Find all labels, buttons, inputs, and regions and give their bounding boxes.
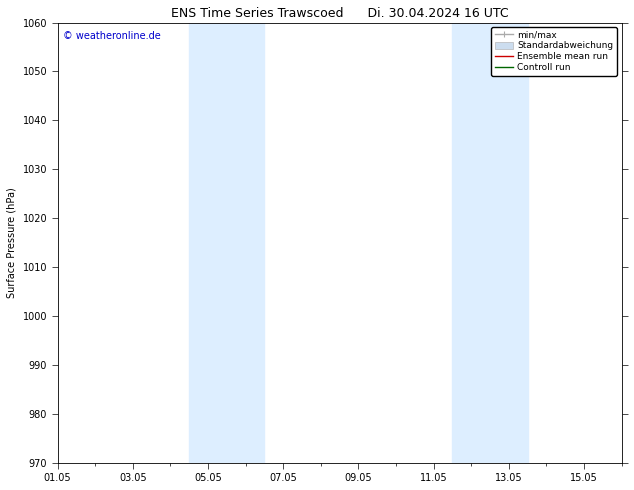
Text: © weatheronline.de: © weatheronline.de <box>63 31 161 41</box>
Bar <box>189 23 264 463</box>
Bar <box>452 23 527 463</box>
Legend: min/max, Standardabweichung, Ensemble mean run, Controll run: min/max, Standardabweichung, Ensemble me… <box>491 27 617 75</box>
Title: ENS Time Series Trawscoed      Di. 30.04.2024 16 UTC: ENS Time Series Trawscoed Di. 30.04.2024… <box>171 7 508 20</box>
Y-axis label: Surface Pressure (hPa): Surface Pressure (hPa) <box>7 187 17 298</box>
